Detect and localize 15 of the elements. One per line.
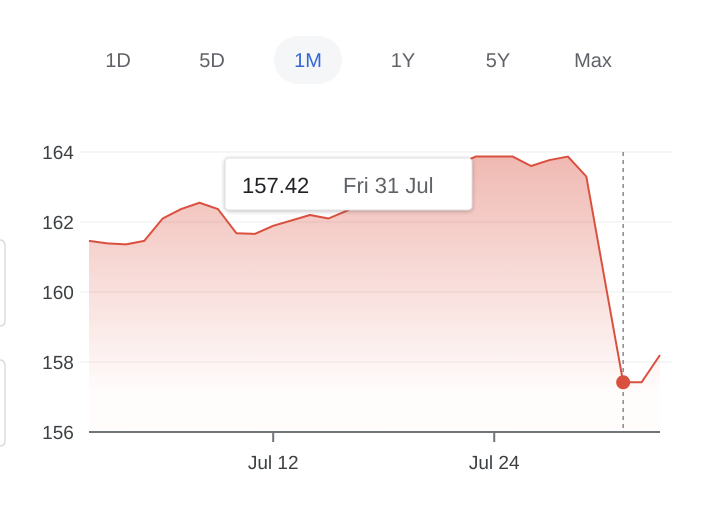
- text: 5D: [199, 50, 225, 72]
- annotation: 157.42: [242, 173, 310, 198]
- text: 1M: [294, 50, 322, 72]
- x-tick-label: Jul 12: [248, 453, 299, 474]
- annotation: Fri 31 Jul: [343, 173, 434, 198]
- text: 1Y: [390, 50, 416, 72]
- y-tick-label: 162: [42, 213, 74, 234]
- text: 1D: [105, 50, 131, 72]
- text: Max: [574, 50, 612, 72]
- y-tick-label: 156: [42, 423, 74, 444]
- x-tick-label: Jul 24: [468, 453, 520, 474]
- y-tick-label: 164: [42, 143, 74, 164]
- y-tick-label: 160: [42, 283, 74, 304]
- y-tick-label: 158: [42, 353, 74, 374]
- text: 5Y: [486, 50, 510, 72]
